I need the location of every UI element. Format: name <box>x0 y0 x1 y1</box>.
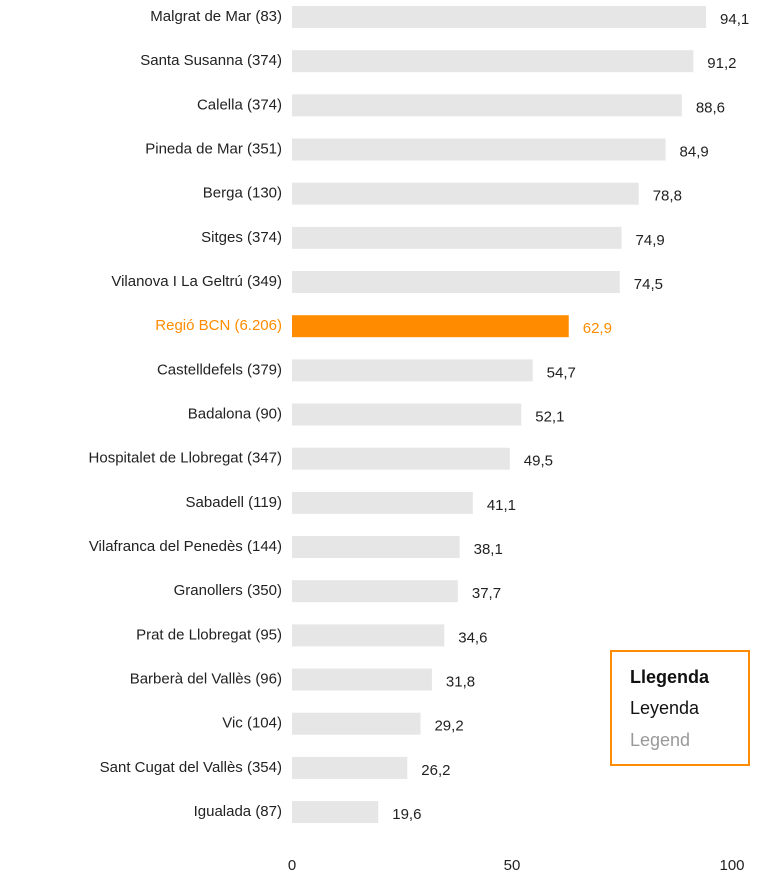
bar <box>292 182 639 205</box>
value-label: 49,5 <box>524 453 553 470</box>
bar <box>292 359 533 382</box>
value-label: 88,6 <box>696 99 725 116</box>
bar <box>292 447 510 470</box>
y-tick-label: Malgrat de Mar (83) <box>150 8 282 25</box>
bar <box>292 580 458 603</box>
value-label: 62,9 <box>583 320 612 337</box>
y-tick-label: Vilafranca del Penedès (144) <box>89 538 282 555</box>
value-label: 54,7 <box>547 364 576 381</box>
value-label: 26,2 <box>421 762 450 779</box>
bar <box>292 403 522 426</box>
y-tick-label: Sitges (374) <box>201 229 282 246</box>
bar <box>292 6 707 28</box>
bar <box>292 271 620 294</box>
bar <box>292 536 460 559</box>
bar <box>292 226 622 249</box>
bar <box>292 624 445 647</box>
value-label: 31,8 <box>446 674 475 691</box>
x-tick-label: 0 <box>288 857 296 871</box>
y-tick-label: Granollers (350) <box>174 582 282 599</box>
y-tick-label: Hospitalet de Llobregat (347) <box>89 450 282 467</box>
bar <box>292 668 432 691</box>
y-tick-label: Castelldefels (379) <box>157 361 282 378</box>
bar <box>292 491 473 514</box>
value-label: 74,5 <box>634 276 663 293</box>
value-label: 94,1 <box>720 11 749 28</box>
value-label: 37,7 <box>472 585 501 602</box>
y-tick-label: Sabadell (119) <box>186 494 282 511</box>
value-label: 29,2 <box>434 718 463 735</box>
bar <box>292 50 694 73</box>
value-label: 34,6 <box>458 629 487 646</box>
bar <box>292 315 569 338</box>
value-label: 38,1 <box>474 541 503 558</box>
value-label: 41,1 <box>487 497 516 514</box>
bar <box>292 138 666 161</box>
bar <box>292 712 421 735</box>
value-label: 84,9 <box>680 143 709 160</box>
y-tick-label: Vilanova I La Geltrú (349) <box>111 273 282 290</box>
x-tick-label: 100 <box>719 857 744 871</box>
legend-line: Legend <box>630 730 690 750</box>
bar <box>292 801 379 824</box>
value-label: 78,8 <box>653 188 682 205</box>
bar <box>292 756 408 779</box>
y-tick-label: Igualada (87) <box>194 803 282 820</box>
y-tick-label: Santa Susanna (374) <box>140 52 282 69</box>
y-tick-label: Sant Cugat del Vallès (354) <box>100 759 282 776</box>
x-tick-label: 50 <box>504 857 521 871</box>
legend-box <box>610 650 750 766</box>
legend-title: Llegenda <box>630 667 710 687</box>
value-label: 74,9 <box>636 232 665 249</box>
y-tick-label: Calella (374) <box>197 96 282 113</box>
legend-line: Leyenda <box>630 698 700 718</box>
y-tick-label: Pineda de Mar (351) <box>145 140 282 157</box>
y-tick-label: Badalona (90) <box>188 405 282 422</box>
value-label: 19,6 <box>392 806 421 823</box>
value-label: 52,1 <box>535 408 564 425</box>
y-tick-label: Prat de Llobregat (95) <box>136 626 282 643</box>
y-tick-label: Regió BCN (6.206) <box>155 317 282 334</box>
y-tick-label: Barberà del Vallès (96) <box>130 671 282 688</box>
y-tick-label: Vic (104) <box>222 715 282 732</box>
bar <box>292 94 682 117</box>
y-tick-label: Berga (130) <box>203 185 282 202</box>
value-label: 91,2 <box>707 55 736 72</box>
